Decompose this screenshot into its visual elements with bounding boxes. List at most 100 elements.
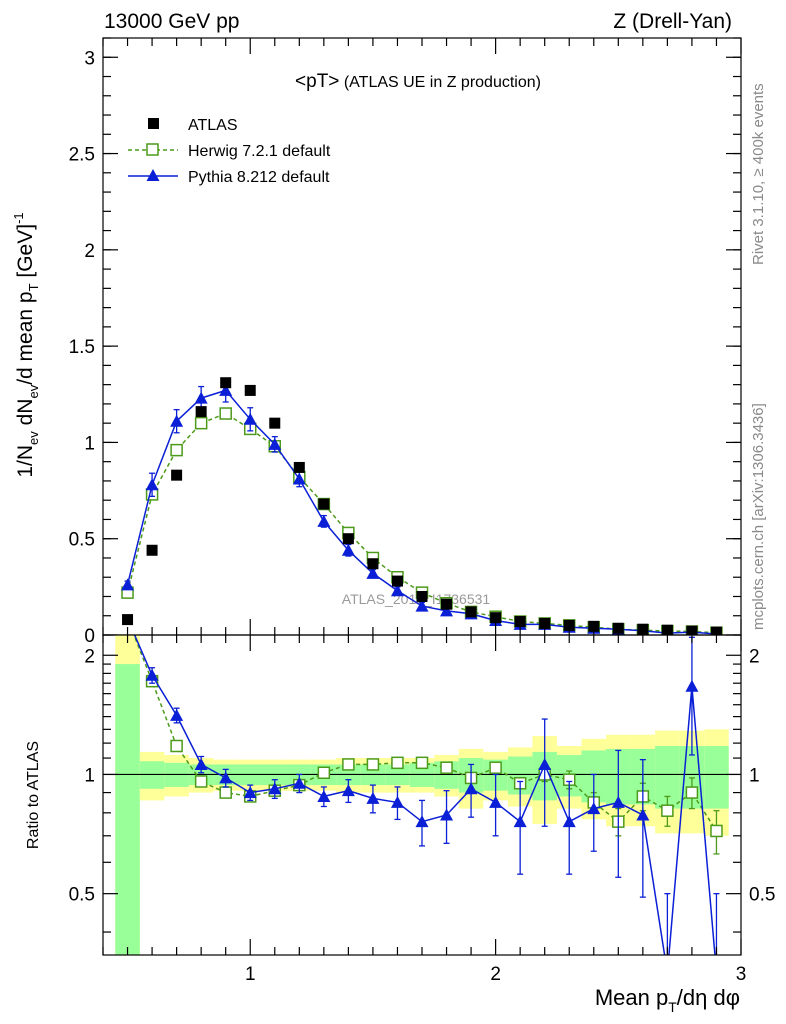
ratio-herwig-point	[219, 786, 232, 799]
main-ytick-label: 1.5	[69, 337, 95, 358]
rivet-label: Rivet 3.1.10, ≥ 400k events	[750, 83, 767, 265]
ratio-herwig-point	[170, 739, 183, 753]
ratio-pythia-point	[219, 771, 233, 784]
pythia-point	[415, 599, 429, 612]
ratio-xtick-label: 2	[490, 964, 501, 985]
ratio-ytick-label-right: 0.5	[749, 885, 775, 906]
ratio-xtick-label: 3	[736, 964, 747, 985]
x-axis-label: Mean pT/dη dφ	[595, 985, 740, 1015]
ratio-band-inner	[115, 664, 140, 955]
pythia-point	[390, 584, 404, 597]
atlas-point	[490, 612, 502, 624]
ratio-ytick-label: 2	[84, 646, 95, 667]
ratio-herwig-point	[194, 775, 208, 788]
main-ytick-label: 3	[84, 48, 95, 69]
ratio-pythia-point	[170, 708, 184, 721]
pythia-point	[121, 578, 135, 591]
ratio-ylabel: Ratio to ATLAS	[25, 741, 42, 849]
ratio-pythia-point	[366, 791, 380, 804]
header-right: Z (Drell-Yan)	[613, 10, 732, 33]
ratio-pythia-point	[710, 967, 723, 979]
ratio-plot: 1 2 3 0.5 0.5 1 1 2 2	[69, 634, 775, 985]
ratio-pythia-point	[440, 808, 454, 821]
legend-herwig-marker	[146, 143, 159, 156]
ratio-herwig-point	[685, 786, 699, 799]
ratio-pythia-point	[145, 668, 159, 681]
pythia-point	[292, 472, 306, 485]
pythia-point	[243, 412, 257, 425]
ratio-pythia-point	[587, 802, 601, 815]
atlas-point	[465, 606, 477, 618]
legend-herwig-label: Herwig 7.2.1 default	[188, 143, 331, 160]
atlas-point	[563, 619, 575, 631]
ratio-pythia-point	[415, 815, 429, 828]
pythia-point	[317, 514, 331, 527]
ratio-pythia-point	[341, 784, 355, 797]
header-left: 13000 GeV pp	[104, 10, 239, 33]
legend-pythia-marker	[146, 169, 160, 181]
atlas-point	[391, 575, 403, 587]
ratio-ytick-label-right: 2	[749, 646, 760, 667]
main-ytick-label: 1	[84, 433, 95, 454]
legend-atlas-label: ATLAS	[188, 117, 238, 134]
atlas-point	[514, 616, 526, 628]
chart-title: <pT> (ATLAS UE in Z production)	[295, 71, 541, 92]
atlas-point	[244, 384, 256, 396]
ratio-herwig-point	[489, 761, 502, 774]
ratio-band-inner	[704, 745, 729, 809]
atlas-point	[195, 406, 207, 418]
pythia-point	[440, 604, 454, 617]
atlas-point	[269, 417, 281, 429]
ratio-pythia-point	[243, 786, 257, 799]
atlas-point	[588, 620, 600, 632]
atlas-point	[416, 590, 428, 602]
ratio-pythia-point	[538, 757, 552, 770]
ratio-herwig-point	[366, 758, 380, 771]
ratio-pythia-point	[685, 679, 699, 692]
pythia-point	[170, 414, 184, 427]
atlas-point	[367, 558, 379, 570]
ratio-herwig-point	[317, 766, 331, 779]
herwig-point	[219, 407, 232, 420]
pythia-point	[268, 437, 282, 450]
ratio-ytick-label: 0.5	[69, 885, 95, 906]
main-plot: 0 0.5 1 1.5 2 2.5 3	[69, 37, 742, 647]
main-ytick-label: 2.5	[69, 145, 95, 166]
pythia-point	[145, 478, 159, 491]
ratio-herwig-point	[710, 824, 723, 838]
atlas-point	[441, 598, 453, 610]
atlas-point	[342, 533, 354, 545]
mcplots-label: mcplots.cern.ch [arXiv:1306.3436]	[750, 403, 767, 630]
main-ytick-label: 0.5	[69, 530, 95, 551]
legend-atlas-marker	[148, 118, 159, 129]
ratio-herwig-point	[415, 756, 429, 770]
legend-pythia-label: Pythia 8.212 default	[188, 169, 330, 186]
ratio-pythia-point	[464, 782, 478, 795]
main-ytick-label: 2	[84, 241, 95, 262]
main-data-area	[121, 377, 723, 635]
ratio-ytick-label: 1	[84, 765, 95, 786]
ratio-pythia-point	[317, 789, 331, 802]
herwig-point	[194, 416, 208, 430]
pythia-point	[194, 391, 208, 404]
legend: ATLAS Herwig 7.2.1 default Pythia 8.212 …	[128, 117, 331, 186]
atlas-point	[293, 461, 305, 473]
ratio-herwig-point	[391, 756, 404, 770]
ratio-pythia-point	[489, 795, 503, 808]
ratio-herwig-point	[661, 804, 674, 817]
ratio-herwig-point	[440, 761, 453, 774]
pythia-point	[219, 383, 233, 396]
ratio-ytick-label-right: 1	[749, 765, 760, 786]
pythia-point	[341, 543, 355, 556]
ratio-xtick-label: 1	[245, 964, 256, 985]
main-ylabel: 1/Nev dNev/d mean pT [GeV]-1	[11, 212, 41, 477]
ratio-pythia-point	[390, 795, 404, 808]
ratio-herwig-point	[342, 758, 355, 771]
atlas-point	[318, 498, 330, 510]
title-rest: (ATLAS UE in Z production)	[339, 74, 541, 91]
atlas-point	[171, 469, 183, 481]
herwig-point	[170, 443, 183, 457]
ratio-pythia-point	[611, 795, 625, 808]
main-ytick-label: 0	[84, 626, 95, 647]
ratio-pythia-point	[513, 815, 527, 828]
